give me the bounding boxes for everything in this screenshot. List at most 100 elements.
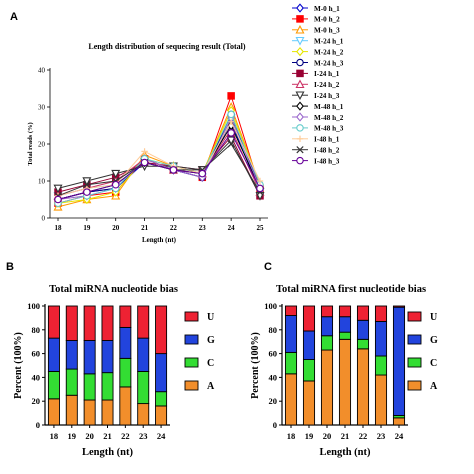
bar-segment [284,305,298,316]
x-tick-label: 24 [395,431,404,441]
series-line [57,105,261,208]
legend-label: M-48 h_3 [314,125,344,133]
bar-segment [284,373,298,426]
bar-segment [119,357,132,388]
x-tick-label: 21 [103,431,112,441]
x-tick-label: 19 [68,431,77,441]
y-axis-title: Percent (100%) [250,332,261,399]
chart-title: Length distribution of sequecing result … [88,42,245,51]
series-point [140,158,149,167]
legend-label: U [430,312,437,323]
series-point [53,184,63,194]
y-tick-label: 10 [38,178,46,186]
legend-label: U [207,312,214,323]
line-chart-panel-a: Length distribution of sequecing result … [27,3,344,244]
bar-segment [47,398,60,426]
y-tick-label: 60 [269,349,278,359]
legend-label: A [430,381,438,392]
legend-label: M-0 h_2 [314,16,340,24]
legend-label: M-48 h_1 [314,103,344,111]
x-tick-label: 23 [377,431,386,441]
legend-label: M-48 h_2 [314,114,344,122]
bar-segment [47,305,60,339]
y-tick-label: 100 [264,301,277,311]
bar-segment [155,405,168,426]
legend-label: G [207,335,215,346]
x-tick-label: 20 [112,224,120,232]
x-tick-label: 21 [341,431,350,441]
legend-label: C [207,358,214,369]
legend-marker [296,124,304,132]
series-point [169,166,178,174]
y-tick-label: 0 [42,215,46,223]
bar-segment [65,394,78,426]
x-tick-label: 18 [55,224,63,232]
series-point [256,177,264,185]
bar-segment [302,380,316,426]
series-line [57,120,261,197]
bar-segment [392,305,406,308]
series-line [57,131,261,200]
y-tick-label: 20 [269,396,278,406]
bar-segment [83,305,96,341]
series-point [198,169,207,178]
bar-segment [302,305,316,332]
series-point [227,92,235,100]
bar-segment [47,337,60,372]
legend-label: I-24 h_2 [314,81,340,89]
bar-segment [302,330,316,360]
legend-swatch [184,311,199,322]
bar-segment [137,403,150,426]
series-point [111,169,121,179]
x-axis-title: Length (nt) [82,447,134,458]
legend-marker [295,91,305,101]
bar-segment [392,306,406,416]
legend-label: I-24 h_1 [314,70,340,78]
bar-segment [284,351,298,375]
x-tick-label: 18 [287,431,296,441]
series-point [82,177,92,186]
panel-label-a: A [10,11,18,23]
y-tick-label: 100 [27,301,40,311]
series-point [227,140,235,148]
bar-segment [284,315,298,353]
series-point [227,118,235,125]
y-tick-label: 20 [38,141,46,149]
bar-segment [320,335,334,351]
panel-label-b: B [6,261,14,273]
bar-segment [101,372,114,401]
y-axis-title: Percent (100%) [13,332,24,399]
x-tick-label: 24 [157,431,166,441]
bar-segment [83,399,96,426]
bar-segment [65,305,78,341]
bar-segment [338,305,352,318]
series-point [54,195,62,204]
bar-segment [338,316,352,333]
legend-label: M-0 h_3 [314,27,340,35]
bar-segment [302,359,316,382]
x-tick-label: 22 [170,224,178,232]
series-point [83,188,91,196]
y-tick-label: 80 [32,325,41,335]
legend-marker [295,24,305,34]
legend-swatch [184,357,199,368]
bar-segment [356,305,370,321]
legend-marker [295,36,305,46]
bar-segment [356,348,370,426]
legend-marker [296,46,304,57]
legend-swatch [184,380,199,391]
x-tick-label: 25 [257,224,265,232]
legend-label: M-24 h_1 [314,38,344,46]
legend-label: I-48 h_1 [314,136,340,144]
x-tick-label: 23 [199,224,207,232]
series-point [83,181,91,189]
bar-segment [101,305,114,341]
x-tick-label: 23 [139,431,148,441]
bar-segment [155,391,168,407]
x-tick-label: 19 [305,431,314,441]
x-tick-label: 24 [228,224,236,232]
bar-segment [119,386,132,426]
bar-segment [374,374,388,426]
bar-segment [101,340,114,374]
